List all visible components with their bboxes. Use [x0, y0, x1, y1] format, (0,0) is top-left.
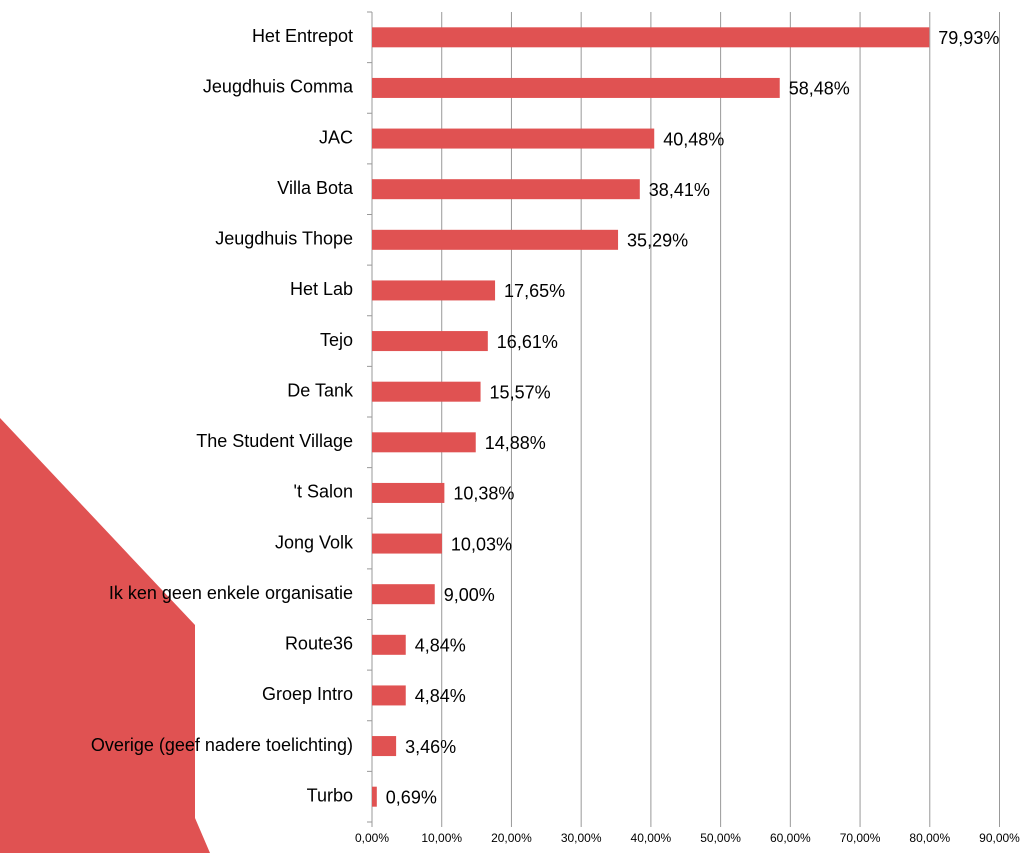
value-label: 0,69% — [386, 787, 437, 807]
value-label: 4,84% — [415, 636, 466, 656]
category-label: Turbo — [307, 785, 353, 805]
bar — [372, 634, 406, 655]
x-tick-label: 0,00% — [355, 831, 389, 845]
value-label: 3,46% — [405, 737, 456, 757]
bar — [372, 77, 780, 98]
value-label: 9,00% — [444, 585, 495, 605]
category-label: Overige (geef nadere toelichting) — [91, 735, 353, 755]
x-tick-label: 80,00% — [909, 831, 950, 845]
value-label: 38,41% — [649, 180, 710, 200]
x-tick-label: 40,00% — [631, 831, 672, 845]
category-label: De Tank — [287, 380, 354, 400]
bar — [372, 584, 435, 605]
x-tick-label: 30,00% — [561, 831, 602, 845]
category-label: JAC — [319, 127, 353, 147]
value-label: 58,48% — [789, 79, 850, 99]
value-label: 40,48% — [663, 129, 724, 149]
category-label: Jeugdhuis Thope — [215, 229, 353, 249]
category-label: Route36 — [285, 634, 353, 654]
value-label: 16,61% — [497, 332, 558, 352]
background-shape — [0, 418, 210, 853]
value-label: 79,93% — [938, 28, 999, 48]
value-label: 35,29% — [627, 231, 688, 251]
category-label: Jong Volk — [275, 532, 354, 552]
bar — [372, 533, 442, 554]
x-tick-label: 70,00% — [840, 831, 881, 845]
value-label: 4,84% — [415, 686, 466, 706]
category-label: Jeugdhuis Comma — [203, 77, 354, 97]
value-label: 17,65% — [504, 281, 565, 301]
bar — [372, 736, 397, 757]
bar — [372, 128, 655, 149]
x-tick-label: 50,00% — [700, 831, 741, 845]
value-label: 15,57% — [490, 382, 551, 402]
bar — [372, 685, 406, 706]
category-label: Het Lab — [290, 279, 353, 299]
bar — [372, 331, 488, 352]
x-tick-label: 60,00% — [770, 831, 811, 845]
category-label: Ik ken geen enkele organisatie — [109, 583, 353, 603]
bar — [372, 786, 377, 807]
bar — [372, 27, 930, 48]
category-label: The Student Village — [196, 431, 353, 451]
bar — [372, 280, 496, 301]
category-label: Het Entrepot — [252, 26, 353, 46]
x-tick-label: 90,00% — [979, 831, 1020, 845]
value-label: 14,88% — [485, 433, 546, 453]
category-label: Tejo — [320, 330, 353, 350]
bar — [372, 381, 481, 402]
bar — [372, 179, 640, 200]
x-tick-label: 20,00% — [491, 831, 532, 845]
bar — [372, 432, 476, 453]
x-tick-label: 10,00% — [421, 831, 462, 845]
category-label: Groep Intro — [262, 684, 353, 704]
category-label: 't Salon — [294, 482, 353, 502]
value-label: 10,38% — [453, 484, 514, 504]
category-label: Villa Bota — [277, 178, 354, 198]
bar — [372, 229, 619, 250]
value-label: 10,03% — [451, 534, 512, 554]
bar — [372, 482, 445, 503]
